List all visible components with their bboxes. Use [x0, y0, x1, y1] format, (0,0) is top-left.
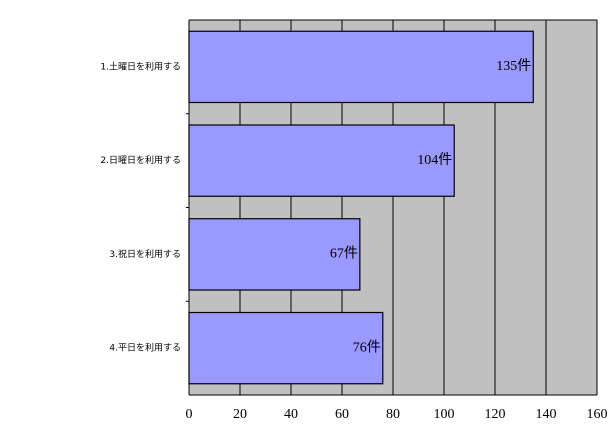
- x-tick-label: 60: [335, 407, 349, 422]
- x-tick-label: 0: [186, 407, 193, 422]
- x-tick-label: 80: [386, 407, 400, 422]
- y-tick-label: 4.平日を利用する: [109, 342, 181, 354]
- value-label: 135件: [496, 58, 531, 74]
- x-tick-label: 20: [233, 407, 247, 422]
- x-tick-label: 140: [536, 407, 557, 422]
- value-label: 67件: [330, 246, 358, 262]
- value-label: 104件: [417, 152, 452, 168]
- bar: [188, 30, 534, 104]
- bar: [188, 124, 455, 197]
- x-tick-label: 40: [284, 407, 298, 422]
- x-tick-label: 120: [485, 407, 506, 422]
- bar: [188, 218, 361, 291]
- x-tick-label: 100: [434, 407, 455, 422]
- bar: [188, 311, 384, 385]
- y-tick-label: 1.土曜日を利用する: [100, 60, 181, 72]
- y-tick-label: 3.祝日を利用する: [109, 248, 181, 260]
- x-tick-label: 160: [587, 407, 608, 422]
- value-label: 76件: [353, 339, 381, 355]
- y-tick-label: 2.日曜日を利用する: [100, 154, 181, 166]
